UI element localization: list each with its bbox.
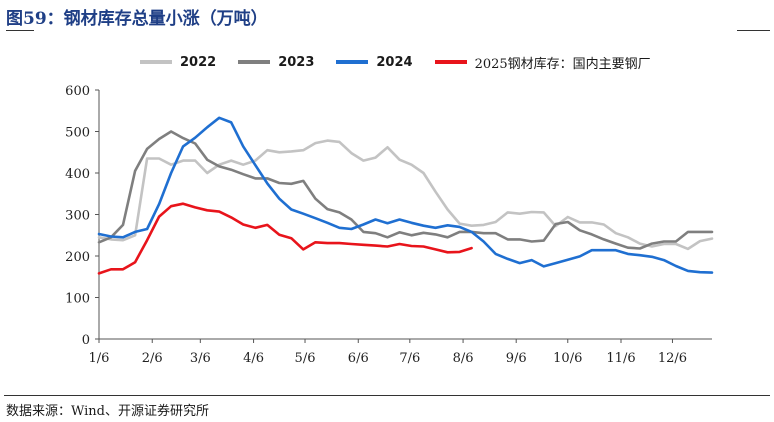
legend-swatch-2022 bbox=[140, 60, 172, 64]
y-tick-label: 300 bbox=[65, 209, 90, 224]
y-tick-label: 100 bbox=[65, 292, 90, 307]
legend-item-2022: 2022 bbox=[140, 55, 216, 70]
x-tick-label: 10/6 bbox=[553, 351, 582, 366]
series-2024 bbox=[97, 116, 714, 274]
series-2025 bbox=[97, 202, 473, 275]
legend-item-2025: 2025钢材库存：国内主要钢厂 bbox=[434, 53, 651, 72]
legend-item-2024: 2024 bbox=[336, 54, 413, 70]
legend-swatch-2025 bbox=[434, 60, 467, 64]
title-rule-left bbox=[6, 30, 34, 31]
legend-label-2023: 2023 bbox=[278, 54, 315, 70]
x-tick-label: 2/6 bbox=[142, 351, 163, 366]
legend-label-2025: 2025钢材库存：国内主要钢厂 bbox=[474, 56, 651, 72]
series-line-2025 bbox=[97, 202, 473, 275]
x-tick-label: 4/6 bbox=[243, 351, 264, 366]
legend-label-2024: 2024 bbox=[376, 54, 413, 70]
chart-legend: 2022 2023 2024 2025钢材库存：国内主要钢厂 bbox=[140, 52, 673, 72]
source-rule bbox=[4, 395, 770, 396]
x-tick-label: 9/6 bbox=[506, 351, 527, 366]
y-tick-label: 200 bbox=[65, 250, 90, 265]
figure-title: 图59：钢材库存总量小涨（万吨） bbox=[6, 9, 268, 29]
y-tick-label: 600 bbox=[65, 84, 90, 99]
y-tick-label: 0 bbox=[82, 333, 90, 348]
series-line-2023 bbox=[97, 130, 714, 250]
x-tick-label: 12/6 bbox=[658, 351, 687, 366]
x-tick-label: 6/6 bbox=[348, 351, 369, 366]
series-line-2022 bbox=[97, 139, 714, 251]
series-2022 bbox=[97, 139, 714, 251]
legend-swatch-2023 bbox=[238, 60, 271, 64]
legend-swatch-2024 bbox=[336, 60, 369, 64]
title-rule-right bbox=[737, 30, 770, 31]
legend-label-2022: 2022 bbox=[180, 54, 217, 70]
source-note: 数据来源：Wind、开源证券研究所 bbox=[6, 404, 209, 419]
series-line-2024 bbox=[97, 116, 714, 274]
x-tick-label: 11/6 bbox=[606, 351, 635, 366]
legend-item-2023: 2023 bbox=[238, 55, 314, 70]
y-tick-label: 400 bbox=[65, 167, 90, 182]
y-tick-label: 500 bbox=[65, 126, 90, 141]
x-tick-label: 3/6 bbox=[190, 351, 211, 366]
x-tick-label: 5/6 bbox=[295, 351, 316, 366]
x-tick-label: 7/6 bbox=[399, 351, 420, 366]
x-tick-label: 1/6 bbox=[89, 351, 110, 366]
series-2023 bbox=[97, 130, 714, 250]
x-tick-label: 8/6 bbox=[453, 351, 474, 366]
